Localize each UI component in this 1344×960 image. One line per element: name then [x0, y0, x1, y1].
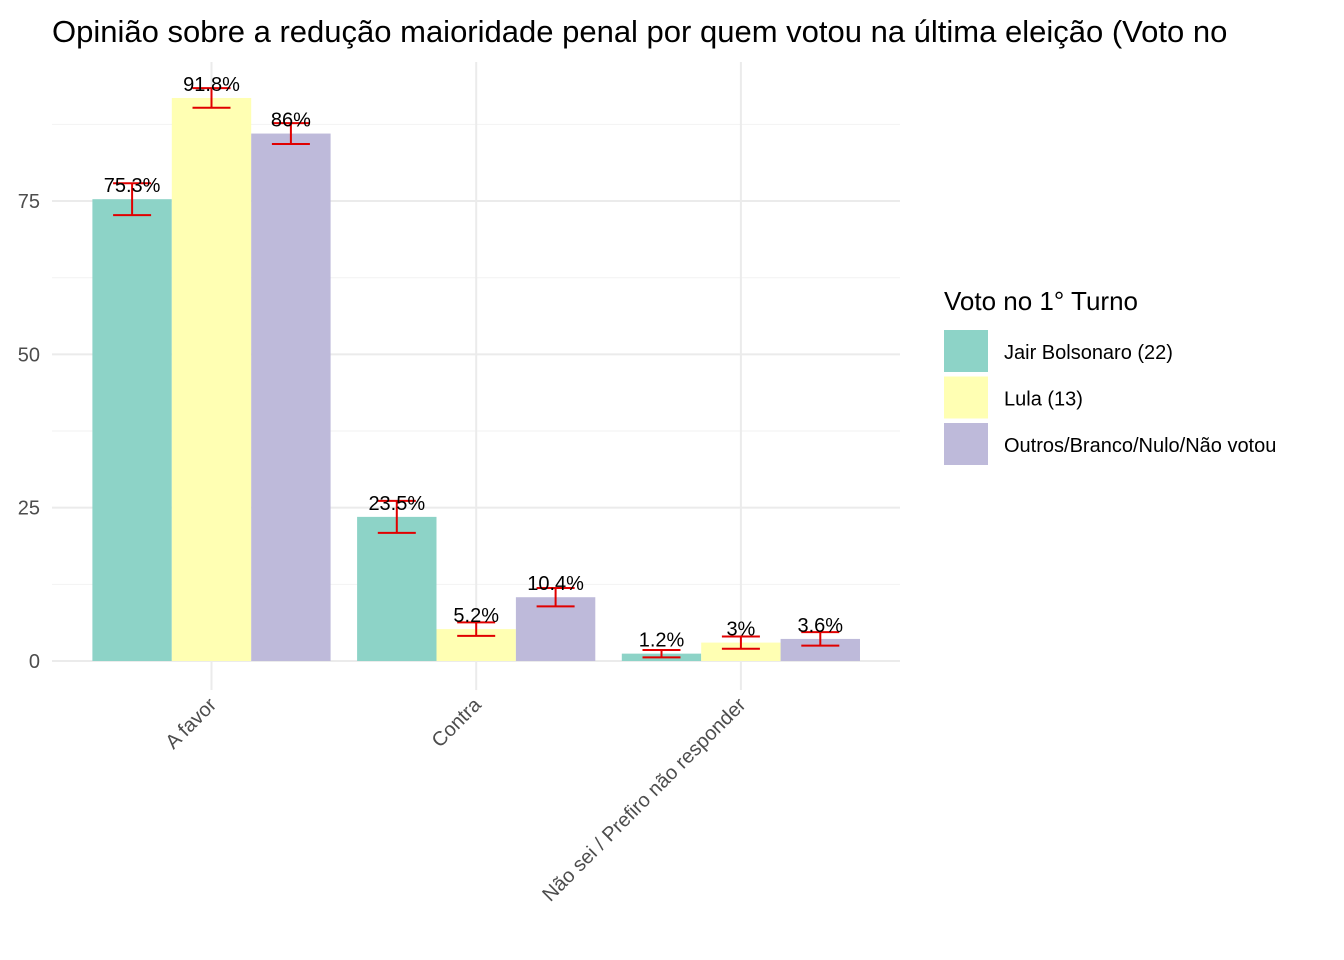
- data-label: 75.3%: [104, 175, 161, 197]
- error-bars: [113, 87, 840, 659]
- legend-label: Outros/Branco/Nulo/Não votou: [1004, 435, 1276, 457]
- y-axis: 0 25 50 75: [18, 191, 40, 673]
- legend-key: [944, 330, 988, 372]
- x-tick-label: Não sei / Prefiro não responder: [538, 694, 750, 906]
- bars: [92, 97, 860, 661]
- legend-label: Jair Bolsonaro (22): [1004, 342, 1173, 364]
- x-tick-label: Contra: [428, 693, 487, 752]
- legend-title: Voto no 1° Turno: [944, 286, 1138, 316]
- data-label: 3.6%: [798, 615, 844, 637]
- data-label: 5.2%: [453, 605, 499, 627]
- data-label: 23.5%: [368, 493, 425, 515]
- legend-key: [944, 376, 988, 419]
- data-label: 86%: [271, 110, 311, 132]
- bar: [515, 597, 596, 661]
- bar: [780, 638, 860, 661]
- legend-key: [944, 423, 988, 465]
- chart-title: Opinião sobre a redução maioridade penal…: [52, 14, 1227, 49]
- data-label: 91.8%: [183, 74, 240, 96]
- x-tick-label: A favor: [161, 694, 221, 754]
- bar: [92, 199, 172, 661]
- data-label: 3%: [726, 619, 755, 641]
- bar: [357, 516, 437, 661]
- legend: Voto no 1° Turno Jair Bolsonaro (22) Lula…: [944, 286, 1276, 465]
- data-labels: 75.3% 23.5% 1.2% 91.8% 5.2% 3% 86% 10.4% 3.6%: [104, 74, 844, 652]
- y-tick-label: 0: [29, 651, 40, 673]
- y-tick-label: 50: [18, 344, 40, 366]
- y-tick-label: 25: [18, 498, 40, 520]
- data-label: 10.4%: [527, 573, 584, 595]
- bar: [251, 133, 331, 661]
- legend-label: Lula (13): [1004, 389, 1083, 411]
- bar: [171, 97, 252, 661]
- x-axis: A favor Contra Não sei / Prefiro não respo…: [161, 693, 750, 906]
- data-label: 1.2%: [639, 630, 685, 652]
- y-tick-label: 75: [18, 191, 40, 213]
- bar: [701, 642, 781, 661]
